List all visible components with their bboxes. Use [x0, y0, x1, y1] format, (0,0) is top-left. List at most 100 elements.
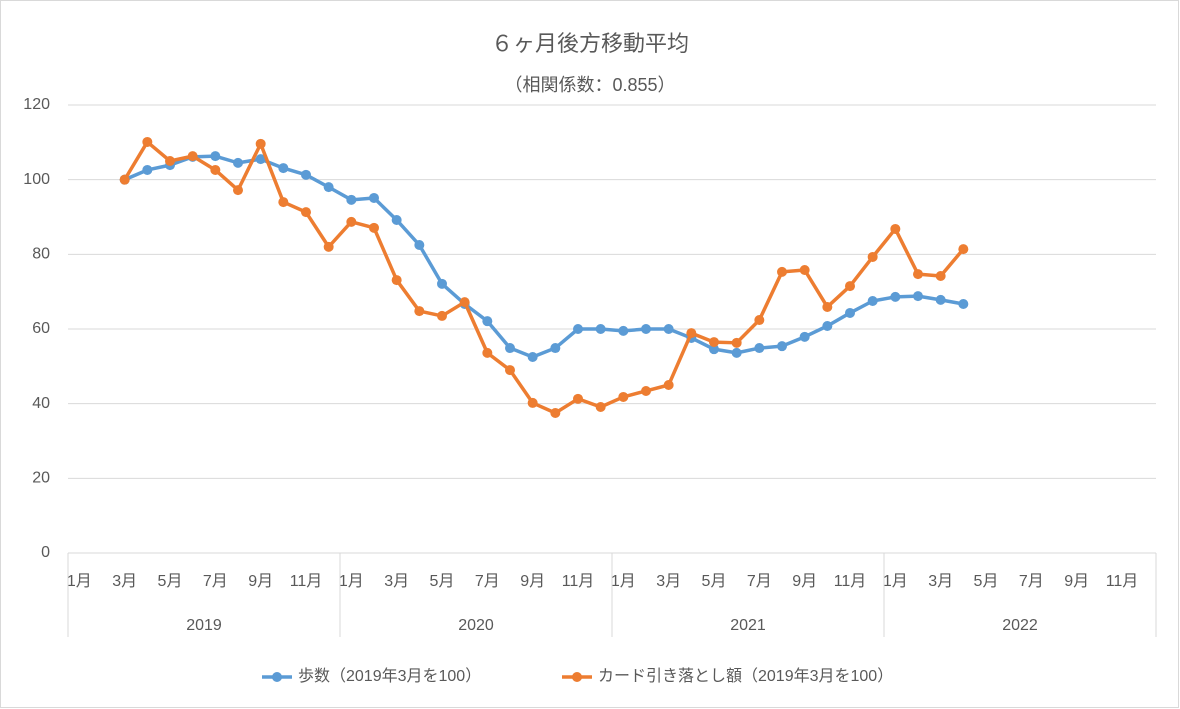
data-point — [595, 402, 606, 413]
data-point — [437, 278, 447, 289]
data-point — [527, 397, 538, 408]
data-point — [482, 347, 493, 358]
series-line — [123, 140, 965, 415]
data-point — [663, 324, 674, 334]
x-group-label: 2021 — [730, 617, 766, 634]
x-tick-label: 3月 — [112, 573, 137, 590]
x-tick-label: 9月 — [520, 573, 545, 590]
y-tick-label: 100 — [23, 171, 50, 188]
x-tick-label: 9月 — [792, 573, 817, 590]
data-point — [845, 281, 855, 292]
data-point — [527, 352, 538, 362]
data-point — [935, 294, 946, 305]
x-tick-label: 7月 — [203, 573, 228, 590]
x-group-label: 2022 — [1002, 617, 1038, 634]
data-point — [709, 337, 719, 348]
data-point — [595, 324, 606, 334]
data-point — [142, 164, 153, 175]
data-point — [391, 275, 402, 286]
data-point — [323, 182, 334, 193]
data-point — [414, 306, 425, 317]
data-point — [822, 301, 833, 312]
x-tick-label: 1月 — [67, 573, 92, 590]
data-point — [573, 324, 583, 334]
data-point — [369, 192, 379, 203]
data-point — [255, 138, 266, 149]
data-point — [799, 265, 810, 276]
data-point — [301, 207, 311, 218]
x-tick-label: 7月 — [475, 573, 500, 590]
data-point — [233, 185, 243, 196]
data-point — [414, 240, 425, 250]
data-point — [301, 169, 311, 180]
x-tick-label: 1月 — [339, 573, 364, 590]
x-tick-label: 3月 — [656, 573, 681, 590]
y-tick-label: 60 — [32, 320, 50, 337]
data-point — [686, 328, 697, 339]
x-tick-label: 9月 — [248, 573, 273, 590]
data-point — [323, 241, 334, 252]
x-tick-label: 11月 — [1106, 573, 1139, 590]
chart-title: ６ヶ月後方移動平均 — [491, 31, 689, 56]
data-point — [165, 156, 175, 166]
data-point — [482, 316, 493, 327]
data-point — [573, 393, 583, 404]
x-group-label: 2019 — [186, 617, 222, 634]
data-point — [799, 331, 810, 342]
x-tick-label: 9月 — [1064, 573, 1089, 590]
data-point — [890, 291, 901, 302]
legend-marker — [272, 672, 282, 682]
data-point — [663, 380, 674, 390]
data-point — [867, 251, 878, 262]
x-tick-label: 11月 — [290, 573, 323, 590]
y-tick-label: 80 — [32, 246, 50, 263]
data-point — [278, 163, 289, 174]
data-point — [187, 151, 198, 162]
x-tick-label: 5月 — [158, 573, 183, 590]
x-tick-label: 5月 — [974, 573, 999, 590]
data-point — [618, 391, 629, 402]
y-tick-label: 120 — [23, 96, 50, 113]
data-point — [731, 337, 742, 348]
data-point — [459, 297, 470, 308]
data-point — [890, 223, 901, 234]
data-point — [346, 216, 357, 227]
x-tick-label: 1月 — [883, 573, 908, 590]
data-point — [709, 344, 719, 355]
data-point — [119, 174, 130, 185]
y-tick-label: 40 — [32, 395, 50, 412]
data-point — [641, 324, 651, 334]
x-tick-label: 1月 — [611, 573, 636, 590]
data-point — [913, 269, 923, 280]
data-point — [754, 343, 765, 354]
data-point — [391, 214, 402, 225]
x-tick-label: 7月 — [1019, 573, 1044, 590]
data-point — [958, 244, 969, 255]
data-point — [369, 222, 379, 233]
chart-subtitle: （相関係数：0.855） — [504, 75, 675, 95]
x-tick-label: 5月 — [702, 573, 727, 590]
legend-label: 歩数（2019年3月を100） — [298, 667, 481, 685]
data-point — [777, 266, 787, 277]
data-point — [641, 385, 651, 396]
data-point — [958, 298, 969, 309]
x-tick-label: 7月 — [747, 573, 772, 590]
data-point — [437, 310, 447, 321]
data-point — [233, 157, 243, 168]
legend-label: カード引き落とし額（2019年3月を100） — [598, 667, 893, 685]
data-point — [142, 136, 153, 147]
data-point — [550, 408, 561, 418]
data-point — [505, 365, 515, 376]
data-point — [210, 164, 221, 175]
data-point — [867, 296, 878, 306]
data-point — [618, 325, 629, 336]
x-tick-label: 3月 — [928, 573, 953, 590]
y-tick-label: 0 — [41, 544, 50, 561]
data-point — [731, 347, 742, 358]
data-point — [346, 194, 357, 205]
data-point — [913, 291, 923, 302]
data-point — [210, 151, 221, 162]
data-point — [777, 341, 787, 352]
data-point — [845, 307, 855, 318]
